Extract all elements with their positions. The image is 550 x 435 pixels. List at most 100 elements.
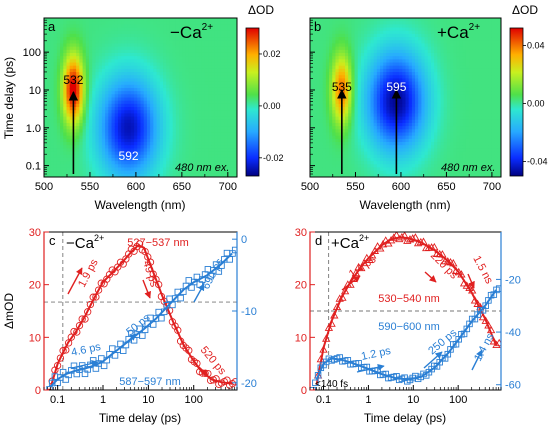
heatmap-cell [179,113,183,118]
heatmap-cell [227,126,232,130]
heatmap-cell [345,65,349,70]
heatmap-cell [195,97,199,102]
heatmap-cell [146,119,151,124]
heatmap-cell [430,33,435,38]
heatmap-cell [130,122,135,127]
heatmap-cell [217,119,222,124]
heatmap-cell [332,132,337,137]
heatmap-cell [233,135,237,140]
heatmap-cell [108,37,113,41]
heatmap-cell [172,157,177,162]
heatmap-cell [47,33,52,38]
heatmap-cell [108,110,113,114]
heatmap-cell [211,113,216,118]
heatmap-cell [357,52,362,57]
heatmap-cell [92,56,97,60]
heatmap-cell [224,81,228,86]
heatmap-cell [85,110,90,114]
heatmap-cell [427,84,432,89]
heatmap-cell [322,49,327,54]
heatmap-cell [217,40,222,45]
heatmap-cell [185,116,190,121]
heatmap-cell [204,173,209,177]
heatmap-cell [386,49,391,54]
heatmap-cell [169,91,174,95]
heatmap-cell [380,68,384,73]
heatmap-cell [108,97,113,102]
heatmap-cell [50,56,55,60]
heatmap-cell [421,154,426,159]
heatmap-cell [101,113,106,118]
heatmap-cell [341,148,346,153]
heatmap-cell [169,157,174,162]
heatmap-cell [367,138,372,143]
heatmap-cell [166,157,171,162]
heatmap-cell [386,129,391,134]
heatmap-cell [357,46,362,51]
heatmap-cell [134,40,138,45]
heatmap-cell [325,56,330,60]
heatmap-cell [399,97,403,102]
heatmap-cell [137,167,142,172]
heatmap-cell [204,87,209,92]
heatmap-cell [418,81,423,86]
heatmap-cell [389,30,394,35]
heatmap-cell [188,157,193,162]
heatmap-cell [217,65,222,70]
heatmap-cell [117,84,122,89]
heatmap-cell [345,72,349,76]
heatmap-cell [66,154,71,159]
heatmap-cell [156,27,161,32]
heatmap-cell [105,161,109,165]
heatmap-cell [233,100,237,105]
heatmap-cell [427,78,432,83]
heatmap-cell [166,132,171,137]
heatmap-cell [357,138,362,143]
heatmap-cell [399,78,403,83]
heatmap-cell [402,129,407,134]
heatmap-cell [370,59,375,64]
heatmap-cell [198,154,203,159]
heatmap-cell [191,81,196,86]
heatmap-cell [47,126,52,130]
heatmap-cell [316,33,321,38]
heatmap-cell [92,62,97,67]
heatmap-cell [373,145,378,149]
heatmap-cell [159,43,164,48]
heatmap-cell [182,40,187,45]
heatmap-cell [310,59,314,64]
heatmap-cell [121,151,126,156]
heatmap-cell [182,94,187,99]
heatmap-cell [367,142,372,146]
heatmap-cell [195,126,199,130]
heatmap-cell [134,59,138,64]
heatmap-cell [217,145,222,149]
heatmap-cell [383,21,387,25]
heatmap-cell [395,129,400,134]
heatmap-cell [185,138,190,143]
heatmap-cell [101,164,106,169]
heatmap-cell [316,56,321,60]
heatmap-cell [335,154,340,159]
heatmap-cell [367,87,372,92]
heatmap-cell [163,135,167,140]
heatmap-cell [348,97,352,102]
heatmap-cell [227,167,232,172]
heatmap-cell [72,43,77,48]
heatmap-cell [127,148,132,153]
heatmap-cell [98,122,103,127]
heatmap-cell [319,91,324,95]
heatmap-cell [156,148,161,153]
heatmap-cell [47,129,52,134]
heatmap-cell [121,87,126,92]
heatmap-cell [63,107,68,111]
heatmap-cell [79,78,84,83]
heatmap-cell [143,116,148,121]
heatmap-cell [418,40,423,45]
heatmap-cell [66,24,71,29]
heatmap-cell [415,49,419,54]
heatmap-cell [367,154,372,159]
heatmap-cell [402,87,407,92]
heatmap-cell [114,151,119,156]
heatmap-cell [69,151,74,156]
